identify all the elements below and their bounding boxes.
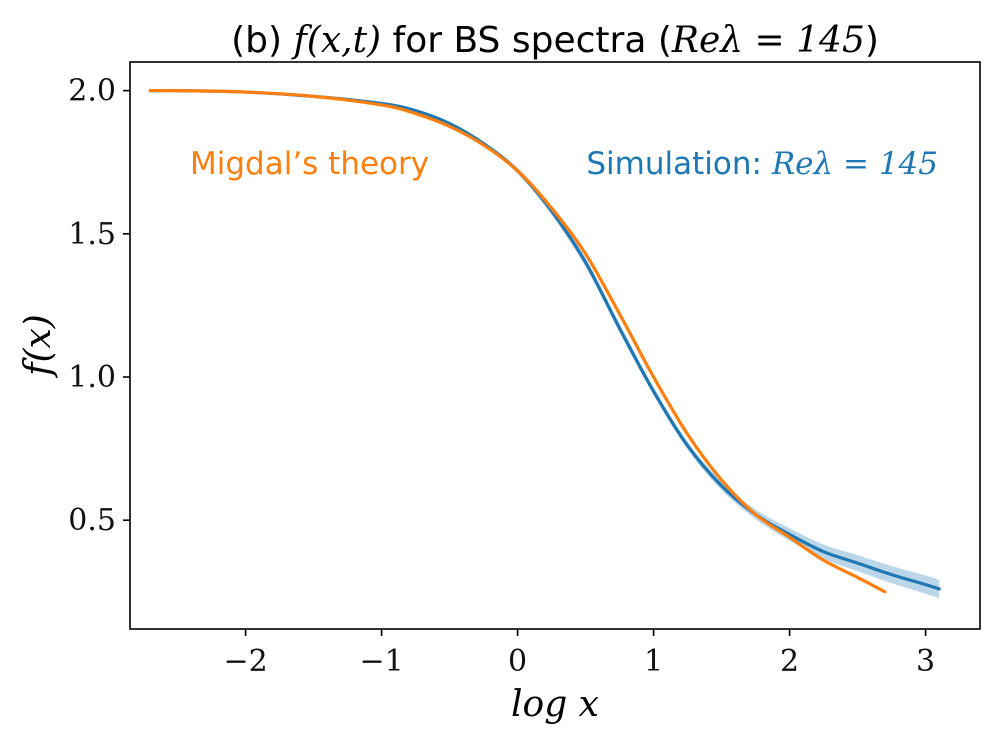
y-axis-label: f(x) bbox=[18, 314, 59, 379]
theory-annotation: Migdal’s theory bbox=[190, 146, 429, 182]
y-tick-label: 0.5 bbox=[68, 503, 116, 538]
y-axis-ticks: 0.5 1.0 1.5 2.0 bbox=[68, 74, 130, 538]
y-tick-label: 1.5 bbox=[68, 217, 116, 252]
x-tick-label: 0 bbox=[508, 644, 527, 679]
title-prefix: (b) bbox=[231, 20, 293, 61]
x-tick-label: −1 bbox=[359, 644, 403, 679]
simulation-annotation: Simulation: Reλ = 145 bbox=[586, 146, 938, 182]
x-tick-label: −2 bbox=[223, 644, 267, 679]
x-axis-ticks: −2 −1 0 1 2 3 bbox=[223, 629, 935, 679]
x-axis-label: log x bbox=[511, 684, 599, 725]
title-math: f(x,t) bbox=[290, 20, 381, 61]
plot-area bbox=[148, 88, 941, 599]
migdal-theory-line bbox=[148, 88, 887, 594]
title-math2: Reλ = 145 bbox=[671, 20, 865, 61]
simulation-annotation-math: Reλ = 145 bbox=[771, 146, 938, 182]
simulation-annotation-text: Simulation: bbox=[586, 146, 771, 182]
title-suffix: ) bbox=[865, 20, 879, 61]
axes-frame bbox=[129, 61, 981, 630]
y-tick-label: 2.0 bbox=[68, 74, 116, 109]
x-tick-label: 1 bbox=[644, 644, 663, 679]
x-tick-label: 2 bbox=[780, 644, 799, 679]
title-middle: for BS spectra ( bbox=[381, 20, 672, 61]
x-tick-label: 3 bbox=[916, 644, 935, 679]
y-tick-label: 1.0 bbox=[68, 360, 116, 395]
chart-title: (b) f(x,t) for BS spectra (Reλ = 145) bbox=[231, 20, 879, 61]
